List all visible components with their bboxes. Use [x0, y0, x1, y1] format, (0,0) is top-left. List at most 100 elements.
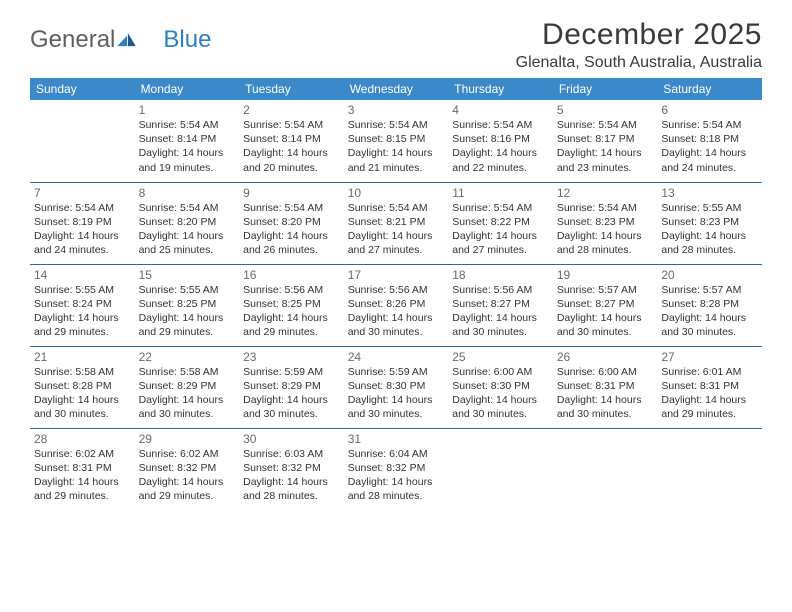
day-number: 9 [243, 186, 340, 200]
weekday-header-row: SundayMondayTuesdayWednesdayThursdayFrid… [30, 78, 762, 100]
day-details: Sunrise: 6:02 AMSunset: 8:32 PMDaylight:… [139, 447, 236, 504]
day-details: Sunrise: 5:56 AMSunset: 8:26 PMDaylight:… [348, 283, 445, 340]
day-number: 16 [243, 268, 340, 282]
day-details: Sunrise: 5:59 AMSunset: 8:29 PMDaylight:… [243, 365, 340, 422]
day-number: 20 [661, 268, 758, 282]
calendar-day-cell: 7Sunrise: 5:54 AMSunset: 8:19 PMDaylight… [30, 182, 135, 264]
weekday-header: Saturday [657, 78, 762, 100]
day-number: 10 [348, 186, 445, 200]
calendar-day-cell: 25Sunrise: 6:00 AMSunset: 8:30 PMDayligh… [448, 346, 553, 428]
calendar-day-cell: 21Sunrise: 5:58 AMSunset: 8:28 PMDayligh… [30, 346, 135, 428]
day-number: 24 [348, 350, 445, 364]
day-number: 6 [661, 103, 758, 117]
day-details: Sunrise: 5:54 AMSunset: 8:19 PMDaylight:… [34, 201, 131, 258]
day-details: Sunrise: 5:54 AMSunset: 8:14 PMDaylight:… [243, 118, 340, 175]
day-details: Sunrise: 5:59 AMSunset: 8:30 PMDaylight:… [348, 365, 445, 422]
day-details: Sunrise: 5:54 AMSunset: 8:23 PMDaylight:… [557, 201, 654, 258]
calendar-day-cell [553, 428, 658, 510]
calendar-day-cell: 12Sunrise: 5:54 AMSunset: 8:23 PMDayligh… [553, 182, 658, 264]
day-details: Sunrise: 5:55 AMSunset: 8:24 PMDaylight:… [34, 283, 131, 340]
day-number: 7 [34, 186, 131, 200]
calendar-day-cell: 24Sunrise: 5:59 AMSunset: 8:30 PMDayligh… [344, 346, 449, 428]
calendar-day-cell: 1Sunrise: 5:54 AMSunset: 8:14 PMDaylight… [135, 100, 240, 182]
calendar-day-cell: 28Sunrise: 6:02 AMSunset: 8:31 PMDayligh… [30, 428, 135, 510]
day-details: Sunrise: 6:03 AMSunset: 8:32 PMDaylight:… [243, 447, 340, 504]
calendar-day-cell [30, 100, 135, 182]
calendar-day-cell: 8Sunrise: 5:54 AMSunset: 8:20 PMDaylight… [135, 182, 240, 264]
calendar-day-cell: 9Sunrise: 5:54 AMSunset: 8:20 PMDaylight… [239, 182, 344, 264]
calendar-day-cell: 23Sunrise: 5:59 AMSunset: 8:29 PMDayligh… [239, 346, 344, 428]
calendar-day-cell: 13Sunrise: 5:55 AMSunset: 8:23 PMDayligh… [657, 182, 762, 264]
day-number: 4 [452, 103, 549, 117]
calendar-day-cell [448, 428, 553, 510]
day-details: Sunrise: 5:54 AMSunset: 8:15 PMDaylight:… [348, 118, 445, 175]
calendar-day-cell: 20Sunrise: 5:57 AMSunset: 8:28 PMDayligh… [657, 264, 762, 346]
day-details: Sunrise: 5:54 AMSunset: 8:14 PMDaylight:… [139, 118, 236, 175]
day-number: 14 [34, 268, 131, 282]
weekday-header: Thursday [448, 78, 553, 100]
day-details: Sunrise: 5:54 AMSunset: 8:17 PMDaylight:… [557, 118, 654, 175]
weekday-header: Friday [553, 78, 658, 100]
calendar-day-cell: 5Sunrise: 5:54 AMSunset: 8:17 PMDaylight… [553, 100, 658, 182]
day-number: 25 [452, 350, 549, 364]
calendar-day-cell: 22Sunrise: 5:58 AMSunset: 8:29 PMDayligh… [135, 346, 240, 428]
day-number: 5 [557, 103, 654, 117]
day-details: Sunrise: 5:57 AMSunset: 8:27 PMDaylight:… [557, 283, 654, 340]
calendar-day-cell [657, 428, 762, 510]
calendar-day-cell: 6Sunrise: 5:54 AMSunset: 8:18 PMDaylight… [657, 100, 762, 182]
day-number: 8 [139, 186, 236, 200]
day-number: 27 [661, 350, 758, 364]
day-details: Sunrise: 6:00 AMSunset: 8:31 PMDaylight:… [557, 365, 654, 422]
location-subtitle: Glenalta, South Australia, Australia [516, 54, 762, 72]
day-details: Sunrise: 5:54 AMSunset: 8:16 PMDaylight:… [452, 118, 549, 175]
day-number: 3 [348, 103, 445, 117]
day-number: 2 [243, 103, 340, 117]
day-number: 22 [139, 350, 236, 364]
day-details: Sunrise: 6:04 AMSunset: 8:32 PMDaylight:… [348, 447, 445, 504]
calendar-table: SundayMondayTuesdayWednesdayThursdayFrid… [30, 78, 762, 510]
calendar-week-row: 1Sunrise: 5:54 AMSunset: 8:14 PMDaylight… [30, 100, 762, 182]
calendar-day-cell: 11Sunrise: 5:54 AMSunset: 8:22 PMDayligh… [448, 182, 553, 264]
calendar-week-row: 7Sunrise: 5:54 AMSunset: 8:19 PMDaylight… [30, 182, 762, 264]
calendar-week-row: 28Sunrise: 6:02 AMSunset: 8:31 PMDayligh… [30, 428, 762, 510]
day-details: Sunrise: 5:56 AMSunset: 8:25 PMDaylight:… [243, 283, 340, 340]
day-details: Sunrise: 5:54 AMSunset: 8:21 PMDaylight:… [348, 201, 445, 258]
day-details: Sunrise: 5:57 AMSunset: 8:28 PMDaylight:… [661, 283, 758, 340]
day-number: 1 [139, 103, 236, 117]
calendar-day-cell: 29Sunrise: 6:02 AMSunset: 8:32 PMDayligh… [135, 428, 240, 510]
day-details: Sunrise: 5:54 AMSunset: 8:20 PMDaylight:… [139, 201, 236, 258]
calendar-day-cell: 2Sunrise: 5:54 AMSunset: 8:14 PMDaylight… [239, 100, 344, 182]
day-number: 23 [243, 350, 340, 364]
calendar-day-cell: 16Sunrise: 5:56 AMSunset: 8:25 PMDayligh… [239, 264, 344, 346]
calendar-day-cell: 4Sunrise: 5:54 AMSunset: 8:16 PMDaylight… [448, 100, 553, 182]
calendar-day-cell: 26Sunrise: 6:00 AMSunset: 8:31 PMDayligh… [553, 346, 658, 428]
day-details: Sunrise: 5:54 AMSunset: 8:18 PMDaylight:… [661, 118, 758, 175]
day-number: 18 [452, 268, 549, 282]
calendar-day-cell: 31Sunrise: 6:04 AMSunset: 8:32 PMDayligh… [344, 428, 449, 510]
weekday-header: Tuesday [239, 78, 344, 100]
day-number: 29 [139, 432, 236, 446]
weekday-header: Monday [135, 78, 240, 100]
calendar-day-cell: 14Sunrise: 5:55 AMSunset: 8:24 PMDayligh… [30, 264, 135, 346]
day-details: Sunrise: 5:55 AMSunset: 8:23 PMDaylight:… [661, 201, 758, 258]
day-details: Sunrise: 5:55 AMSunset: 8:25 PMDaylight:… [139, 283, 236, 340]
calendar-day-cell: 30Sunrise: 6:03 AMSunset: 8:32 PMDayligh… [239, 428, 344, 510]
day-details: Sunrise: 5:58 AMSunset: 8:29 PMDaylight:… [139, 365, 236, 422]
calendar-day-cell: 27Sunrise: 6:01 AMSunset: 8:31 PMDayligh… [657, 346, 762, 428]
day-details: Sunrise: 5:54 AMSunset: 8:20 PMDaylight:… [243, 201, 340, 258]
calendar-day-cell: 15Sunrise: 5:55 AMSunset: 8:25 PMDayligh… [135, 264, 240, 346]
day-number: 15 [139, 268, 236, 282]
logo: GeneralBlue [30, 26, 211, 54]
day-number: 31 [348, 432, 445, 446]
header: GeneralBlue December 2025 Glenalta, Sout… [30, 18, 762, 72]
weekday-header: Wednesday [344, 78, 449, 100]
calendar-day-cell: 17Sunrise: 5:56 AMSunset: 8:26 PMDayligh… [344, 264, 449, 346]
logo-text-general: General [30, 26, 115, 53]
day-details: Sunrise: 5:54 AMSunset: 8:22 PMDaylight:… [452, 201, 549, 258]
day-details: Sunrise: 5:56 AMSunset: 8:27 PMDaylight:… [452, 283, 549, 340]
day-number: 13 [661, 186, 758, 200]
calendar-day-cell: 18Sunrise: 5:56 AMSunset: 8:27 PMDayligh… [448, 264, 553, 346]
calendar-day-cell: 19Sunrise: 5:57 AMSunset: 8:27 PMDayligh… [553, 264, 658, 346]
calendar-day-cell: 3Sunrise: 5:54 AMSunset: 8:15 PMDaylight… [344, 100, 449, 182]
day-number: 30 [243, 432, 340, 446]
